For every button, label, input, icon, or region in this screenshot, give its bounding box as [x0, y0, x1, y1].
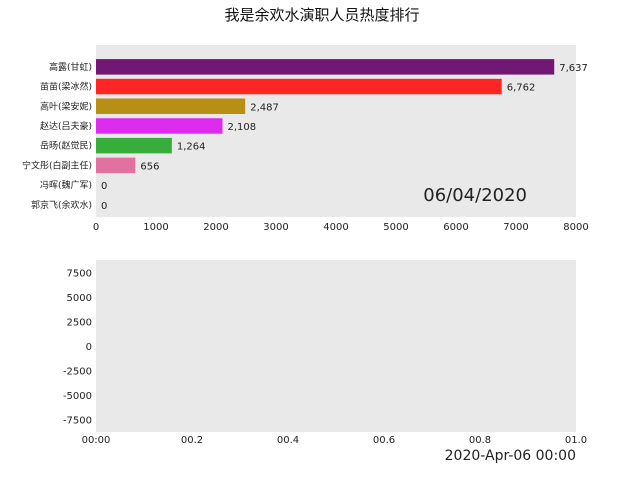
category-label: 郭京飞(余欢水) [31, 199, 92, 211]
value-label: 2,487 [250, 102, 279, 113]
value-label: 1,264 [177, 142, 206, 153]
y-tick-label: 0 [86, 342, 92, 353]
date-label: 06/04/2020 [423, 185, 527, 206]
x-tick-label: 00.2 [181, 435, 203, 446]
chart-title: 我是余欢水演职人员热度排行 [224, 6, 419, 24]
x-tick-label: 8000 [563, 222, 588, 233]
x-tick-label: 01.0 [565, 435, 587, 446]
category-label: 高露(甘虹) [49, 61, 92, 73]
bar-6 [96, 157, 136, 174]
y-tick-label: 2500 [67, 317, 92, 328]
bar-2 [96, 78, 502, 95]
y-tick-label: 7500 [67, 268, 92, 279]
bar-1 [96, 59, 555, 75]
x-tick-label: 3000 [263, 222, 288, 233]
category-label: 高叶(梁安妮) [40, 100, 92, 112]
category-label: 冯晖(魏广军) [40, 179, 92, 191]
bottom-x-ticks: 00:00 00.2 00.4 00.6 00.8 01.0 [82, 435, 588, 446]
x-tick-label: 00:00 [82, 435, 111, 446]
bar-3 [96, 98, 246, 114]
category-label: 宁文彤(白副主任) [22, 159, 92, 171]
category-label: 岳旸(赵觉民) [40, 140, 92, 152]
bar-group [96, 59, 555, 174]
x-tick-label: 5000 [383, 222, 408, 233]
category-labels: 高露(甘虹) 苗苗(梁冰然) 高叶(梁安妮) 赵达(吕夫豪) 岳旸(赵觉民) 宁文彤(白副… [22, 61, 92, 211]
value-label: 0 [101, 201, 107, 212]
x-tick-label: 6000 [443, 222, 468, 233]
y-tick-label: -2500 [63, 367, 92, 378]
value-label: 656 [140, 161, 159, 172]
value-label: 2,108 [227, 122, 256, 133]
x-tick-label: 2000 [203, 222, 228, 233]
y-tick-label: -7500 [63, 416, 92, 427]
value-label: 6,762 [507, 83, 536, 94]
value-label: 0 [101, 181, 107, 192]
x-tick-label: 0 [93, 222, 99, 233]
x-tick-label: 7000 [503, 222, 528, 233]
y-tick-label: -5000 [63, 391, 92, 402]
bottom-y-ticks: 7500 5000 2500 0 -2500 -5000 -7500 [63, 268, 92, 426]
x-tick-label: 00.6 [373, 435, 395, 446]
bar-5 [96, 137, 172, 154]
y-tick-label: 5000 [67, 293, 92, 304]
value-label: 7,637 [559, 63, 588, 74]
bar-4 [96, 118, 223, 134]
value-labels: 7,637 6,762 2,487 2,108 1,264 656 0 0 [101, 63, 588, 212]
x-tick-label: 00.4 [277, 435, 299, 446]
category-label: 赵达(吕夫豪) [40, 120, 92, 132]
category-label: 苗苗(梁冰然) [40, 81, 92, 93]
timestamp-label: 2020-Apr-06 00:00 [445, 448, 576, 464]
x-tick-label: 1000 [143, 222, 168, 233]
bottom-plot-area [96, 260, 576, 432]
x-tick-label: 00.8 [469, 435, 491, 446]
top-x-ticks: 0 1000 2000 3000 4000 5000 6000 7000 8000 [93, 222, 589, 233]
x-tick-label: 4000 [323, 222, 348, 233]
